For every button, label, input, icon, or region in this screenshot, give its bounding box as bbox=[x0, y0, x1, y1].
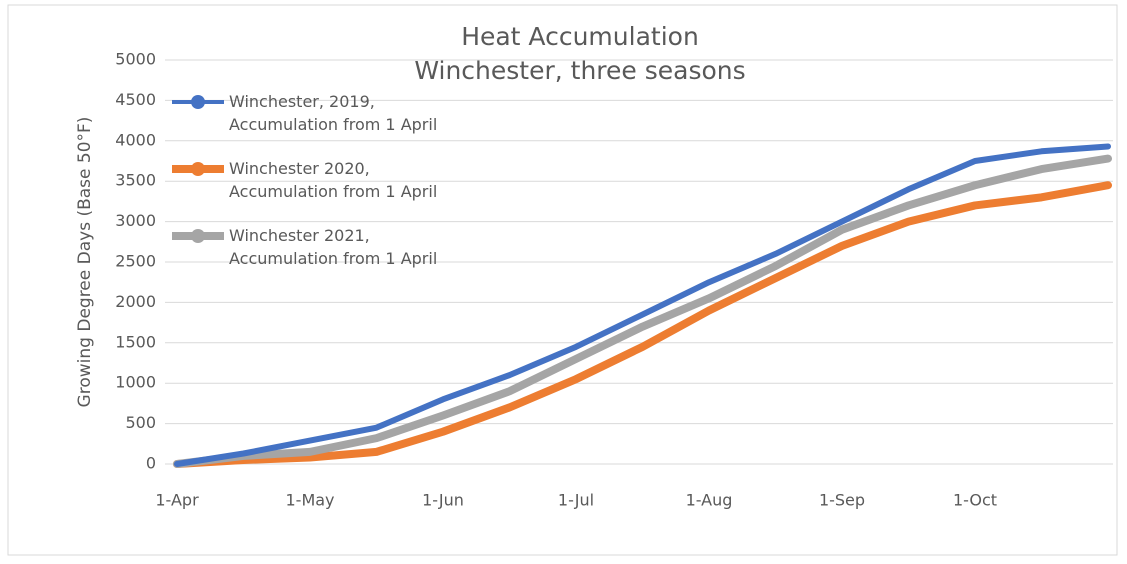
series-line bbox=[173, 181, 1112, 468]
legend: Winchester, 2019, Accumulation from 1 Ap… bbox=[172, 90, 462, 291]
y-axis-label: Growing Degree Days (Base 50°F) bbox=[75, 117, 95, 408]
legend-item: Winchester 2020, Accumulation from 1 Apr… bbox=[172, 157, 462, 203]
legend-swatch bbox=[172, 229, 224, 243]
legend-swatch bbox=[172, 95, 224, 109]
legend-item: Winchester, 2019, Accumulation from 1 Ap… bbox=[172, 90, 462, 136]
x-tick-label: 1-Jun bbox=[422, 491, 464, 510]
x-tick-label: 1-Sep bbox=[819, 491, 865, 510]
y-tick-label: 5000 bbox=[115, 50, 156, 69]
x-tick-label: 1-Apr bbox=[155, 491, 199, 510]
chart-subtitle: Winchester, three seasons bbox=[414, 56, 745, 85]
series-line bbox=[173, 154, 1112, 468]
y-tick-label: 1500 bbox=[115, 332, 156, 351]
x-tick-label: 1-Oct bbox=[953, 491, 997, 510]
y-tick-label: 1000 bbox=[115, 373, 156, 392]
y-tick-label: 4500 bbox=[115, 90, 156, 109]
y-tick-label: 0 bbox=[146, 454, 156, 473]
x-tick-label: 1-Jul bbox=[558, 491, 594, 510]
legend-label: Winchester 2021, Accumulation from 1 Apr… bbox=[229, 226, 438, 268]
y-tick-label: 3000 bbox=[115, 211, 156, 230]
y-tick-label: 2000 bbox=[115, 292, 156, 311]
chart-title: Heat Accumulation bbox=[461, 22, 699, 51]
x-tick-label: 1-Aug bbox=[686, 491, 733, 510]
y-tick-label: 4000 bbox=[115, 130, 156, 149]
x-tick-label: 1-May bbox=[285, 491, 334, 510]
y-tick-label: 500 bbox=[125, 413, 156, 432]
series-line bbox=[174, 143, 1111, 467]
legend-item: Winchester 2021, Accumulation from 1 Apr… bbox=[172, 224, 462, 270]
y-tick-label: 2500 bbox=[115, 252, 156, 271]
legend-swatch bbox=[172, 162, 224, 176]
y-tick-label: 3500 bbox=[115, 171, 156, 190]
legend-label: Winchester, 2019, Accumulation from 1 Ap… bbox=[229, 92, 438, 134]
legend-label: Winchester 2020, Accumulation from 1 Apr… bbox=[229, 159, 438, 201]
